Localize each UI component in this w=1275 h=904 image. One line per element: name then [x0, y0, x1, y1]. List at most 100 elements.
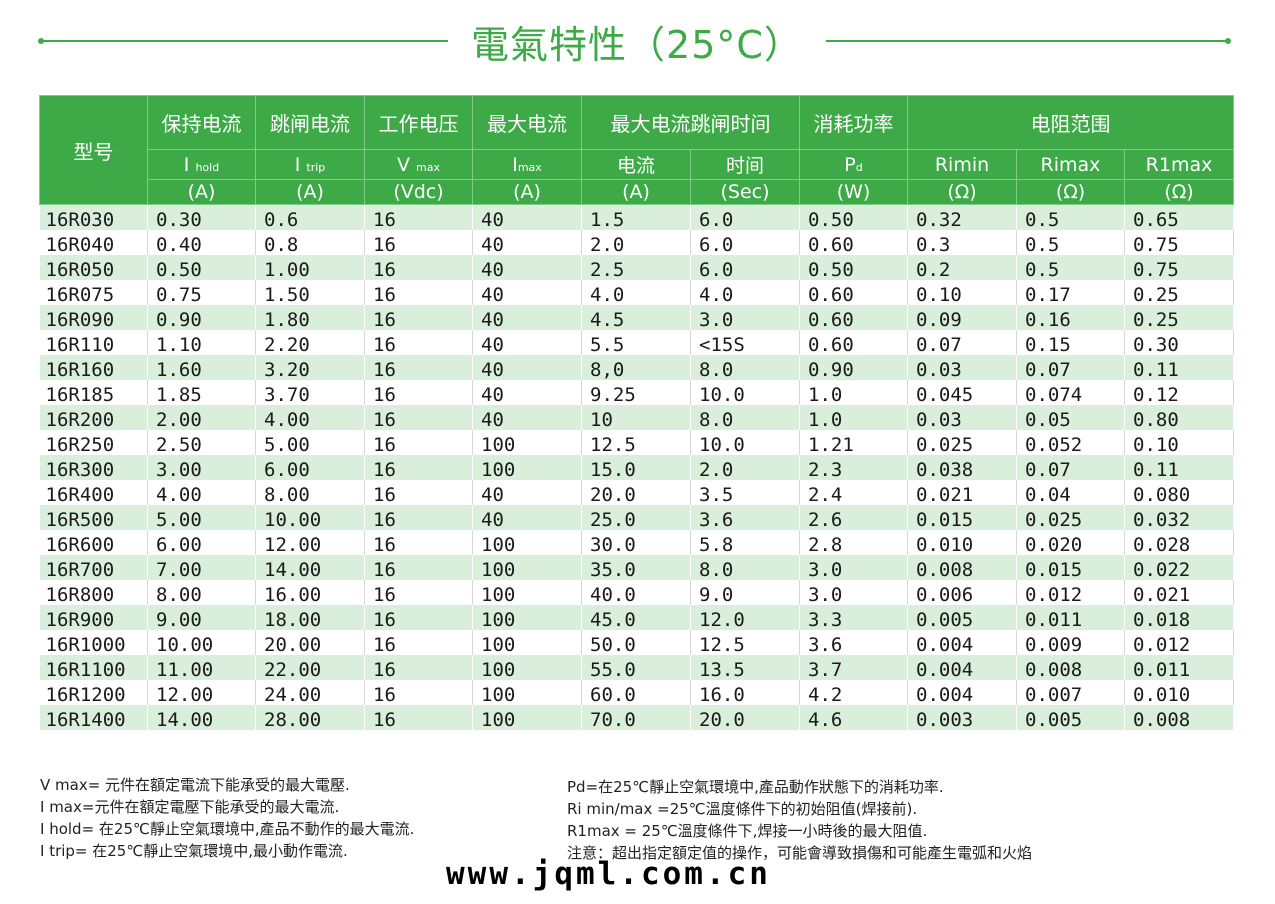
cell-r1max: 0.010 — [1124, 680, 1234, 705]
cell-trip: 0.8 — [255, 230, 365, 255]
cell-rimin: 0.015 — [907, 505, 1017, 530]
note-itrip: I trip= 在25℃靜止空氣環境中,最小動作電流. — [40, 842, 348, 860]
cell-hold: 9.00 — [147, 605, 256, 630]
cell-pd: 3.0 — [799, 580, 908, 605]
unit-trip: (A) — [255, 179, 365, 205]
cell-model: 16R030 — [39, 204, 148, 230]
cell-rimin: 0.09 — [907, 305, 1017, 330]
cell-trip: 24.00 — [255, 680, 365, 705]
cell-model: 16R900 — [39, 605, 148, 630]
cell-hold: 5.00 — [147, 505, 256, 530]
cell-vmax: 16 — [364, 530, 473, 555]
cell-trip: 3.70 — [255, 380, 365, 405]
cell-imax: 40 — [472, 380, 582, 405]
unit-hold: (A) — [147, 179, 256, 205]
cell-trip-time: 8.0 — [690, 405, 800, 430]
cell-vmax: 16 — [364, 230, 473, 255]
cell-vmax: 16 — [364, 204, 473, 230]
cell-trip-time: 16.0 — [690, 680, 800, 705]
cell-r1max: 0.25 — [1124, 305, 1234, 330]
cell-model: 16R1000 — [39, 630, 148, 655]
col-trip-time-name: 最大电流跳闸时间 — [581, 95, 800, 150]
cell-vmax: 16 — [364, 555, 473, 580]
col-hold-name: 保持电流 — [147, 95, 256, 150]
unit-trip-time: (Sec) — [690, 179, 800, 205]
cell-hold: 0.50 — [147, 255, 256, 280]
page-title: 電氣特性（25°C） — [471, 23, 803, 67]
cell-trip: 3.20 — [255, 355, 365, 380]
table-row: 16R800 8.00 16.00 16 100 40.0 9.0 3.0 0.006 0.012… — [39, 580, 1234, 605]
cell-rimax: 0.052 — [1016, 430, 1125, 455]
col-pd-symbol: Pd — [799, 149, 908, 180]
cell-trip-current: 45.0 — [581, 605, 691, 630]
unit-trip-current: (A) — [581, 179, 691, 205]
unit-rimax: (Ω) — [1016, 179, 1125, 205]
cell-r1max: 0.022 — [1124, 555, 1234, 580]
col-hold-symbol: I hold — [147, 149, 256, 180]
table-row: 16R400 4.00 8.00 16 40 20.0 3.5 2.4 0.021 0.04 0.0… — [39, 480, 1234, 505]
cell-rimin: 0.045 — [907, 380, 1017, 405]
cell-r1max: 0.11 — [1124, 355, 1234, 380]
cell-r1max: 0.008 — [1124, 705, 1234, 730]
cell-vmax: 16 — [364, 355, 473, 380]
cell-vmax: 16 — [364, 605, 473, 630]
col-r1max: R1max — [1124, 149, 1234, 180]
cell-hold: 14.00 — [147, 705, 256, 730]
cell-trip-time: 12.5 — [690, 630, 800, 655]
cell-trip: 14.00 — [255, 555, 365, 580]
cell-pd: 2.3 — [799, 455, 908, 480]
cell-rimin: 0.2 — [907, 255, 1017, 280]
cell-rimin: 0.004 — [907, 655, 1017, 680]
cell-rimin: 0.07 — [907, 330, 1017, 355]
cell-model: 16R075 — [39, 280, 148, 305]
cell-rimax: 0.011 — [1016, 605, 1125, 630]
cell-trip-time: 9.0 — [690, 580, 800, 605]
cell-model: 16R800 — [39, 580, 148, 605]
cell-rimin: 0.32 — [907, 204, 1017, 230]
cell-pd: 0.60 — [799, 280, 908, 305]
cell-rimax: 0.5 — [1016, 204, 1125, 230]
cell-imax: 100 — [472, 555, 582, 580]
cell-rimin: 0.010 — [907, 530, 1017, 555]
col-rimin: Rimin — [907, 149, 1017, 180]
unit-r1max: (Ω) — [1124, 179, 1234, 205]
title-bar: 電氣特性（25°C） — [0, 6, 1275, 70]
table-row: 16R110 1.10 2.20 16 40 5.5 <15S 0.60 0.07 0.15 0.3… — [39, 330, 1234, 355]
unit-rimin: (Ω) — [907, 179, 1017, 205]
cell-imax: 40 — [472, 355, 582, 380]
cell-hold: 10.00 — [147, 630, 256, 655]
col-pd-name: 消耗功率 — [799, 95, 908, 150]
cell-trip: 0.6 — [255, 204, 365, 230]
cell-model: 16R200 — [39, 405, 148, 430]
cell-model: 16R090 — [39, 305, 148, 330]
cell-trip: 16.00 — [255, 580, 365, 605]
cell-imax: 100 — [472, 655, 582, 680]
col-model: 型号 — [39, 95, 148, 205]
cell-trip-current: 15.0 — [581, 455, 691, 480]
notes-left: V max= 元件在額定電流下能承受的最大電壓. I max=元件在額定電壓下能… — [40, 774, 414, 862]
cell-model: 16R700 — [39, 555, 148, 580]
spec-table-body: 16R030 0.30 0.6 16 40 1.5 6.0 0.50 0.32 0.5 0.65 16… — [39, 204, 1234, 730]
cell-rimax: 0.07 — [1016, 355, 1125, 380]
cell-trip-time: <15S — [690, 330, 800, 355]
cell-rimax: 0.04 — [1016, 480, 1125, 505]
cell-trip: 6.00 — [255, 455, 365, 480]
cell-r1max: 0.75 — [1124, 255, 1234, 280]
cell-trip-time: 12.0 — [690, 605, 800, 630]
cell-rimin: 0.005 — [907, 605, 1017, 630]
note-pd: Pd=在25℃靜止空氣環境中,產品動作狀態下的消耗功率. — [567, 778, 944, 796]
title-rule-right — [826, 38, 1231, 44]
cell-hold: 2.50 — [147, 430, 256, 455]
cell-trip: 4.00 — [255, 405, 365, 430]
cell-model: 16R185 — [39, 380, 148, 405]
cell-model: 16R110 — [39, 330, 148, 355]
cell-imax: 40 — [472, 280, 582, 305]
table-row: 16R075 0.75 1.50 16 40 4.0 4.0 0.60 0.10 0.17 0.25 — [39, 280, 1234, 305]
cell-vmax: 16 — [364, 430, 473, 455]
cell-r1max: 0.80 — [1124, 405, 1234, 430]
cell-rimin: 0.025 — [907, 430, 1017, 455]
col-resistance-name: 电阻范围 — [907, 95, 1234, 150]
cell-vmax: 16 — [364, 330, 473, 355]
cell-trip-current: 30.0 — [581, 530, 691, 555]
cell-rimin: 0.03 — [907, 405, 1017, 430]
